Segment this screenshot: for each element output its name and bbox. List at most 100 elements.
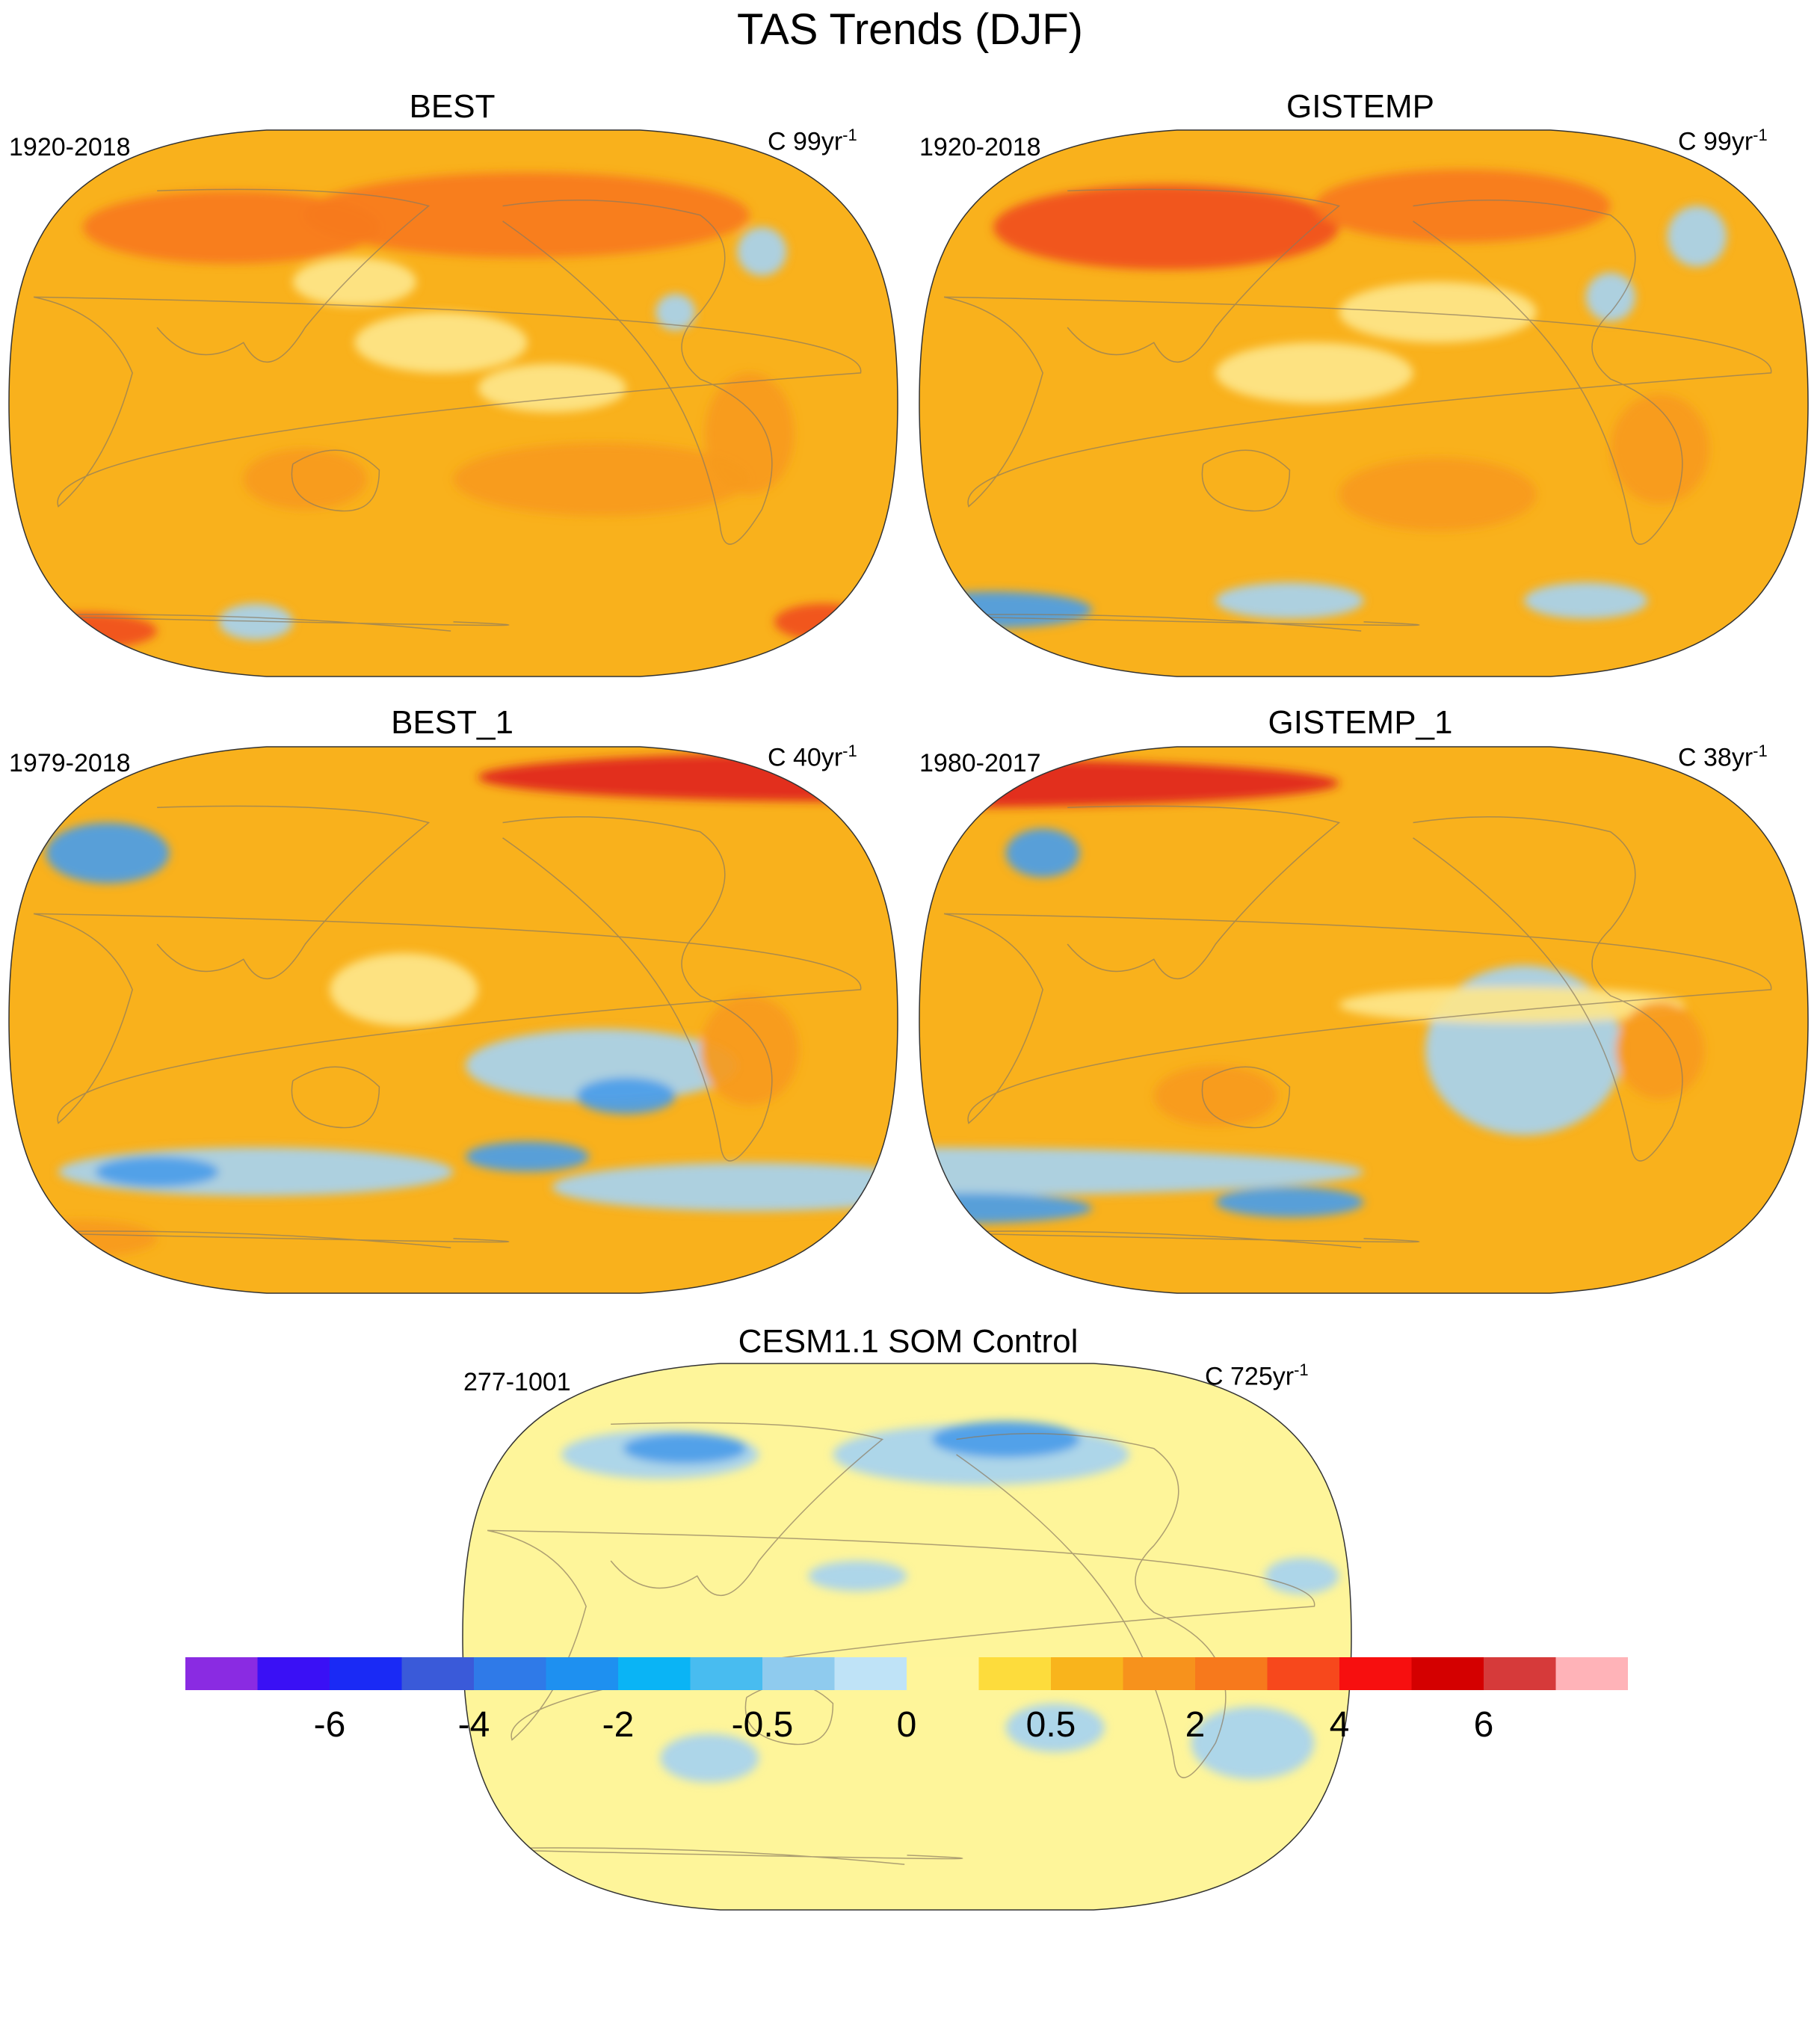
map-field (919, 130, 1808, 677)
colorbar-swatch (1123, 1657, 1196, 1690)
colorbar-tick-label: -2 (602, 1705, 635, 1745)
anomaly-patch (292, 257, 416, 306)
anomaly-patch (1615, 1002, 1705, 1100)
colorbar-tick-label: 0 (896, 1705, 917, 1745)
colorbar-tick-label: 6 (1473, 1705, 1494, 1745)
panel-title-gistemp: GISTEMP (1286, 88, 1435, 125)
coastline (1067, 805, 1341, 980)
panel-units-gistemp-1: C 38yr-1 (1678, 742, 1768, 772)
anomaly-patch (243, 449, 367, 510)
colorbar (185, 1657, 1628, 1690)
anomaly-patch (1005, 828, 1080, 878)
map-cesm (462, 1363, 1352, 1911)
panel-units-cesm: C 725yr-1 (1205, 1360, 1309, 1391)
map-field (9, 747, 898, 1293)
coastline (1067, 188, 1341, 363)
anomaly-patch (774, 603, 873, 641)
panel-range-gistemp-1: 1980-2017 (919, 749, 1041, 777)
map-best (8, 129, 898, 677)
coastlines (9, 805, 862, 1248)
anomaly-patch (83, 191, 380, 264)
coastline (943, 296, 1772, 508)
colorbar-swatch (257, 1657, 330, 1690)
coastline (943, 913, 1772, 1124)
panel-units-best-1: C 40yr-1 (768, 742, 857, 772)
anomaly-patch (46, 822, 170, 884)
anomaly-patch (993, 185, 1339, 270)
anomaly-patch (1153, 1065, 1277, 1127)
anomaly-patch (1265, 1557, 1339, 1594)
anomaly-patch (1339, 282, 1537, 343)
coastline (1201, 1066, 1291, 1129)
colorbar-swatch (690, 1657, 763, 1690)
colorbar-tick-label: -4 (457, 1705, 490, 1745)
panel-title-cesm: CESM1.1 SOM Control (738, 1323, 1079, 1360)
map-field (9, 130, 898, 677)
coastlines (919, 805, 1772, 1248)
anomaly-patch (737, 226, 787, 276)
map-best-1 (8, 746, 898, 1294)
coastline (502, 816, 773, 1162)
coastline (33, 913, 862, 1124)
colorbar-swatch (1555, 1657, 1628, 1690)
colorbar-tick-label: 4 (1329, 1705, 1350, 1745)
map-outline (8, 129, 898, 677)
coastline (1413, 816, 1683, 1162)
coastline (610, 1422, 884, 1597)
colorbar-tick-label: -6 (313, 1705, 346, 1745)
panel-title-best-1: BEST_1 (391, 704, 513, 741)
panel-range-best: 1920-2018 (9, 133, 131, 161)
anomaly-patch (9, 1220, 158, 1257)
anomaly-patch (466, 1141, 590, 1172)
anomaly-patch (1005, 1703, 1105, 1752)
colorbar-swatch (546, 1657, 619, 1690)
anomaly-patch (700, 996, 799, 1106)
map-field (919, 747, 1808, 1293)
anomaly-patch (919, 1192, 1093, 1224)
colorbar-swatch (907, 1657, 979, 1690)
panel-title-gistemp-1: GISTEMP_1 (1268, 704, 1453, 741)
anomaly-patch (1667, 206, 1727, 267)
panel-range-cesm: 277-1001 (463, 1368, 571, 1396)
map-outline (8, 746, 898, 1294)
anomaly-patch (623, 1433, 747, 1464)
panel-units-gistemp: C 99yr-1 (1678, 126, 1768, 156)
panel-units-best: C 99yr-1 (768, 126, 857, 156)
coastlines (9, 188, 862, 632)
anomaly-patch (655, 294, 696, 331)
anomaly-patch (466, 1029, 738, 1103)
map-outline (462, 1363, 1352, 1911)
colorbar-swatch (401, 1657, 475, 1690)
anomaly-patch (478, 363, 626, 413)
anomaly-patch (1524, 582, 1648, 619)
coastline (291, 449, 380, 512)
map-field (463, 1363, 1351, 1910)
colorbar-tick-label: 2 (1185, 1705, 1206, 1745)
coastline (502, 200, 773, 545)
anomaly-patch (919, 759, 1339, 808)
coastline (156, 188, 431, 363)
colorbar-swatch (1051, 1657, 1123, 1690)
colorbar-swatch (834, 1657, 907, 1690)
colorbar-swatch (618, 1657, 691, 1690)
anomaly-patch (330, 953, 478, 1026)
colorbar-swatch (978, 1657, 1052, 1690)
coastline (33, 296, 862, 508)
colorbar-swatch (474, 1657, 546, 1690)
anomaly-patch (1314, 169, 1611, 243)
anomaly-patch (1339, 457, 1537, 531)
coastlines (919, 188, 1772, 632)
panel-title-best: BEST (409, 88, 496, 125)
anomaly-patch (354, 312, 528, 373)
colorbar-swatch (1484, 1657, 1556, 1690)
anomaly-patch (660, 1733, 759, 1783)
coastline (1201, 449, 1291, 512)
coastline (919, 614, 1420, 632)
anomaly-patch (218, 603, 293, 641)
anomaly-patch (1339, 986, 1685, 1023)
map-gistemp-1 (919, 746, 1809, 1294)
anomaly-patch (305, 172, 750, 258)
colorbar-swatch (762, 1657, 835, 1690)
colorbar-swatches (185, 1657, 1628, 1690)
anomaly-patch (453, 443, 750, 516)
